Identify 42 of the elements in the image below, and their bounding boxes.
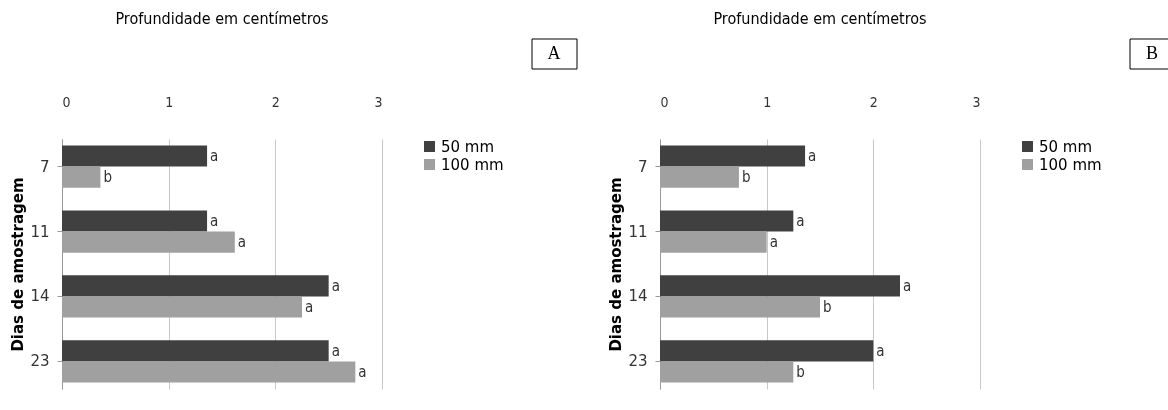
legend-label: 50 mm xyxy=(441,137,495,156)
y-tick-label: 11 xyxy=(30,222,50,241)
x-tick-label: 0 xyxy=(62,93,71,110)
data-label: a xyxy=(769,233,778,252)
data-label: a xyxy=(331,341,340,360)
y-axis-title: Dias de amostragem xyxy=(9,177,28,352)
x-tick-label: 1 xyxy=(165,93,174,110)
legend-label: 100 mm xyxy=(441,155,504,174)
x-tick-label: 2 xyxy=(869,93,878,110)
y-tick-label: 11 xyxy=(628,222,648,241)
data-label: a xyxy=(331,276,340,295)
data-label: b xyxy=(796,362,805,381)
data-label: a xyxy=(358,362,367,381)
data-label: b xyxy=(741,168,751,187)
data-label: b xyxy=(823,298,832,317)
data-label: a xyxy=(237,233,247,252)
legend-label: 50 mm xyxy=(1039,137,1093,156)
x-tick-label: 2 xyxy=(271,93,280,110)
data-label: a xyxy=(903,276,912,295)
data-label: a xyxy=(796,211,805,230)
text: A xyxy=(547,43,561,63)
data-label: a xyxy=(808,147,817,166)
chart-title: Profundidade em centímetros xyxy=(713,8,927,28)
y-tick-label: 23 xyxy=(30,352,50,371)
x-tick-label: 0 xyxy=(660,93,669,110)
data-label: a xyxy=(305,298,314,317)
y-tick-label: 7 xyxy=(39,157,50,176)
x-tick-label: 1 xyxy=(763,93,772,110)
data-label: a xyxy=(876,341,885,360)
text: B xyxy=(1145,43,1159,63)
y-tick-label: 14 xyxy=(30,287,50,306)
y-axis-title: Dias de amostragem xyxy=(607,177,626,352)
y-tick-label: 23 xyxy=(628,352,648,371)
chart-title: Profundidade em centímetros xyxy=(115,8,329,28)
legend-label: 100 mm xyxy=(1039,155,1102,174)
data-label: b xyxy=(103,168,112,187)
y-tick-label: 7 xyxy=(637,157,648,176)
data-label: a xyxy=(210,147,219,166)
x-tick-label: 3 xyxy=(374,93,383,110)
y-tick-label: 14 xyxy=(628,287,648,306)
data-label: a xyxy=(210,211,219,230)
x-tick-label: 3 xyxy=(972,93,981,110)
